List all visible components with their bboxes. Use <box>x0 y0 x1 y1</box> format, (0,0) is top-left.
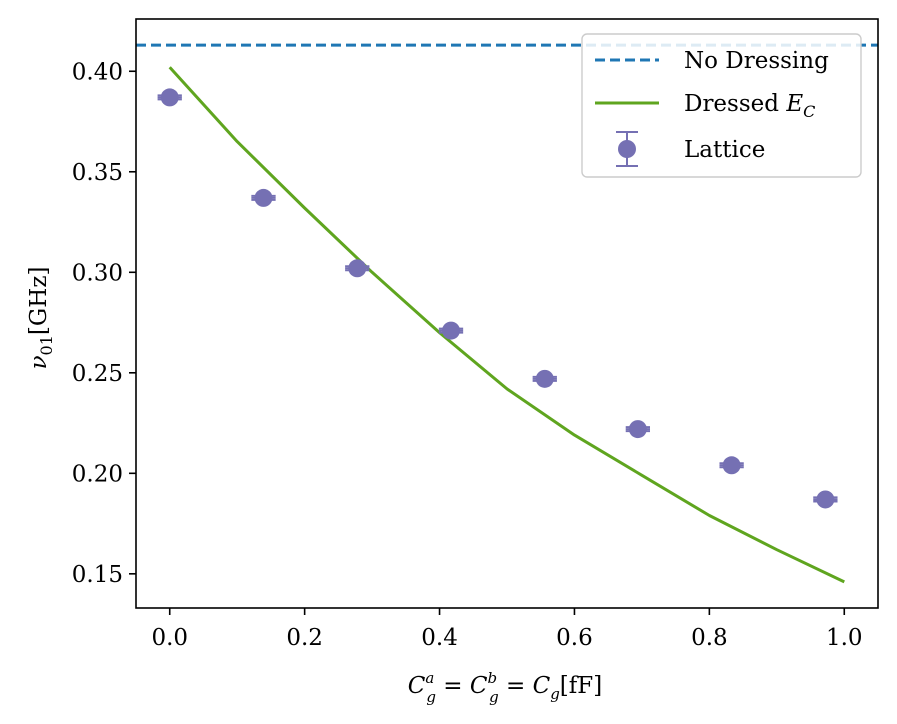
legend-lattice-swatch <box>616 131 638 167</box>
lattice-point <box>157 88 182 107</box>
y-tick-label: 0.15 <box>72 562 123 588</box>
lattice-point <box>345 259 370 278</box>
y-axis-ticks: 0.15 0.20 0.25 0.30 0.35 0.40 <box>72 59 136 588</box>
x-tick-label: 0.6 <box>556 625 593 651</box>
legend-dressed-ec-label: Dressed EC <box>684 91 815 121</box>
x-tick-label: 0.4 <box>421 625 458 651</box>
lattice-point <box>251 188 276 207</box>
plot-frame <box>135 18 879 609</box>
legend: No Dressing Dressed EC Lattice <box>581 33 862 178</box>
x-tick-label: 0.0 <box>151 625 188 651</box>
x-tick-label: 1.0 <box>826 625 863 651</box>
lattice-point <box>532 369 557 388</box>
y-tick-label: 0.35 <box>72 160 123 186</box>
x-tick-label: 0.2 <box>286 625 323 651</box>
y-axis-label: ν01[GHz] <box>26 267 56 370</box>
y-tick-label: 0.40 <box>72 59 123 85</box>
lattice-point <box>625 420 651 439</box>
legend-no-dressing-label: No Dressing <box>684 48 829 74</box>
x-tick-label: 0.8 <box>691 625 728 651</box>
x-axis-label: Ca g = Cb g = Cg[fF] <box>408 669 602 706</box>
lattice-point <box>719 456 744 475</box>
legend-box <box>581 33 862 178</box>
lattice-point <box>813 490 838 509</box>
y-tick-label: 0.30 <box>72 260 123 286</box>
y-tick-label: 0.25 <box>72 361 123 387</box>
legend-lattice-label: Lattice <box>684 137 765 163</box>
lattice-point <box>438 321 464 340</box>
dressed-ec-curve <box>168 66 845 584</box>
y-tick-label: 0.20 <box>72 461 123 487</box>
x-axis-ticks: 0.0 0.2 0.4 0.6 0.8 1.0 <box>151 608 863 651</box>
